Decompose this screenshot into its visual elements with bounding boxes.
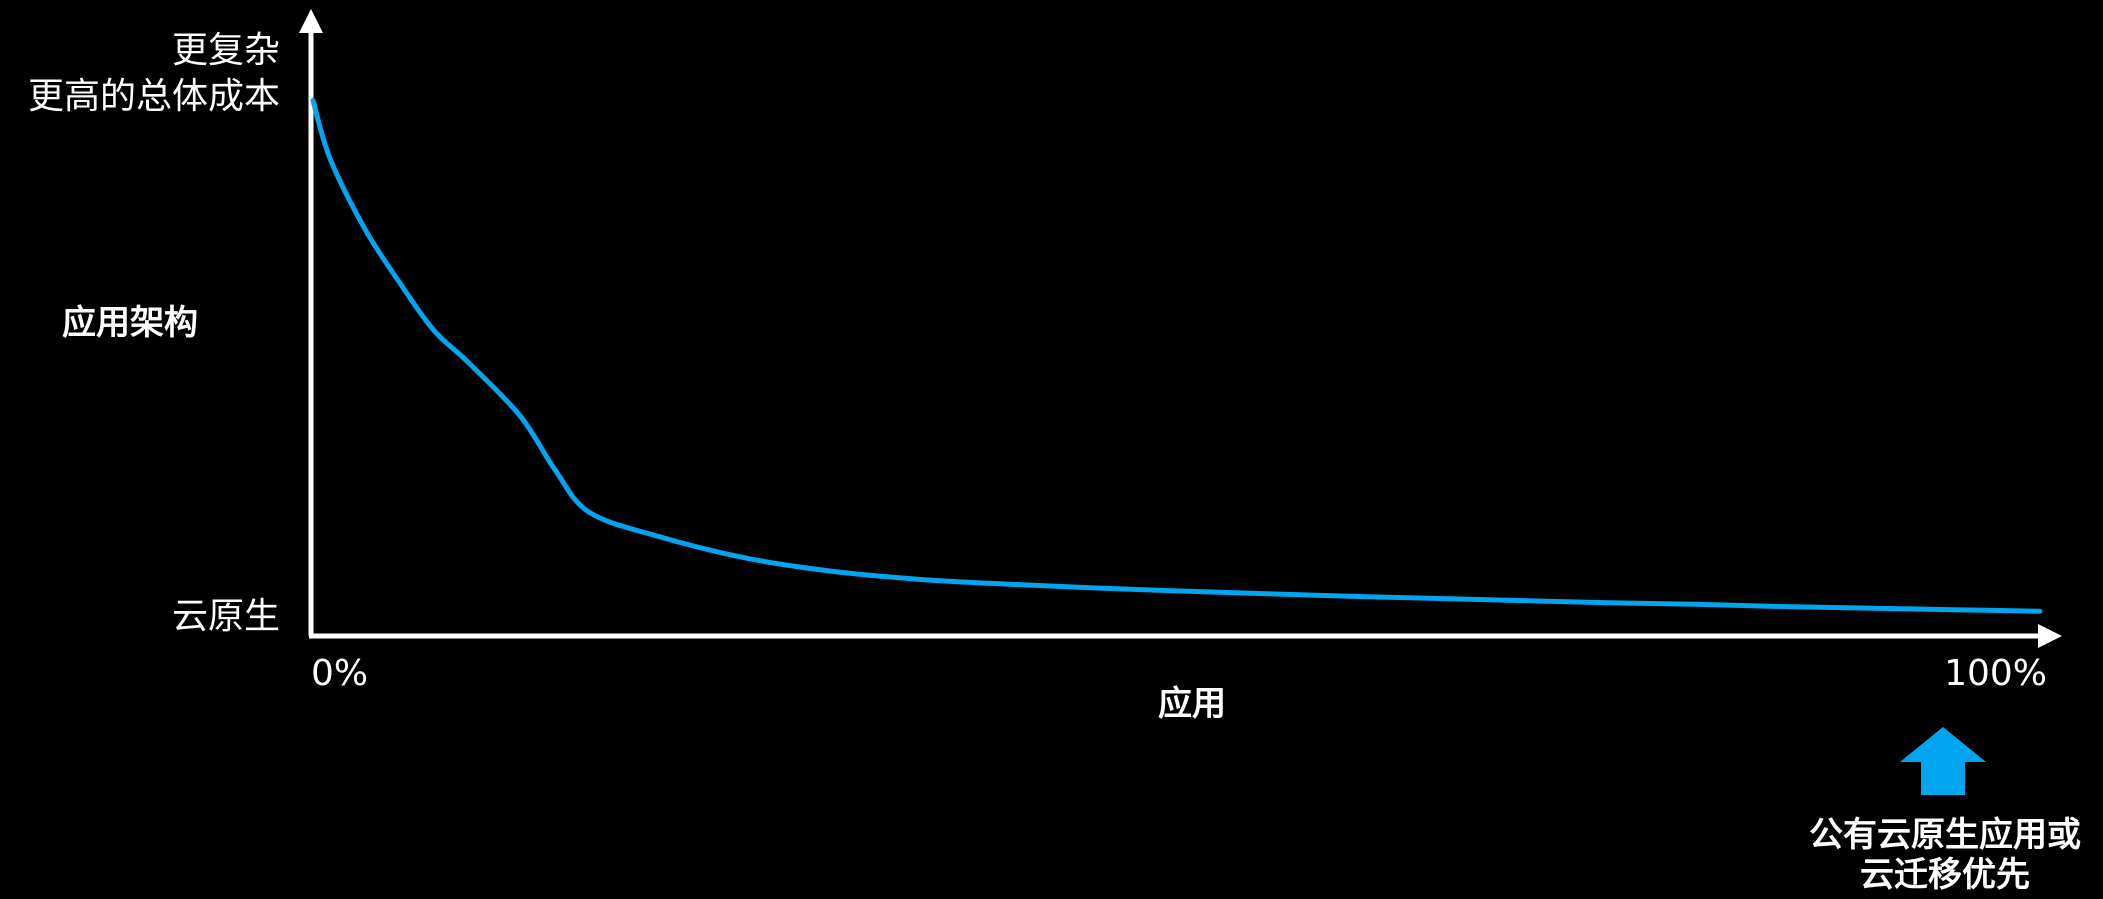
x-axis-arrowhead-icon (2038, 624, 2062, 648)
y-axis-title: 应用架构 (62, 303, 198, 343)
y-axis-top-label-line2: 更高的总体成本 (27, 76, 280, 117)
x-tick-label-end: 100% (1944, 653, 2047, 694)
y-axis-top-label: 更复杂 更高的总体成本 (28, 28, 280, 120)
callout-label-line1: 公有云原生应用或 (1809, 815, 2081, 855)
x-axis-title: 应用 (1158, 684, 1226, 724)
y-axis-bottom-label: 云原生 (171, 596, 280, 637)
y-axis-arrowhead-icon (299, 9, 323, 33)
callout-label: 公有云原生应用或 云迁移优先 (1790, 815, 2100, 895)
x-tick-label-start: 0% (311, 653, 369, 694)
series-layer (310, 97, 2043, 614)
series-line-0 (310, 97, 2043, 614)
y-axis-top-label-line1: 更复杂 (171, 30, 280, 71)
callout-label-line2: 云迁移优先 (1860, 855, 2030, 895)
up-arrow-icon (1900, 727, 1986, 795)
